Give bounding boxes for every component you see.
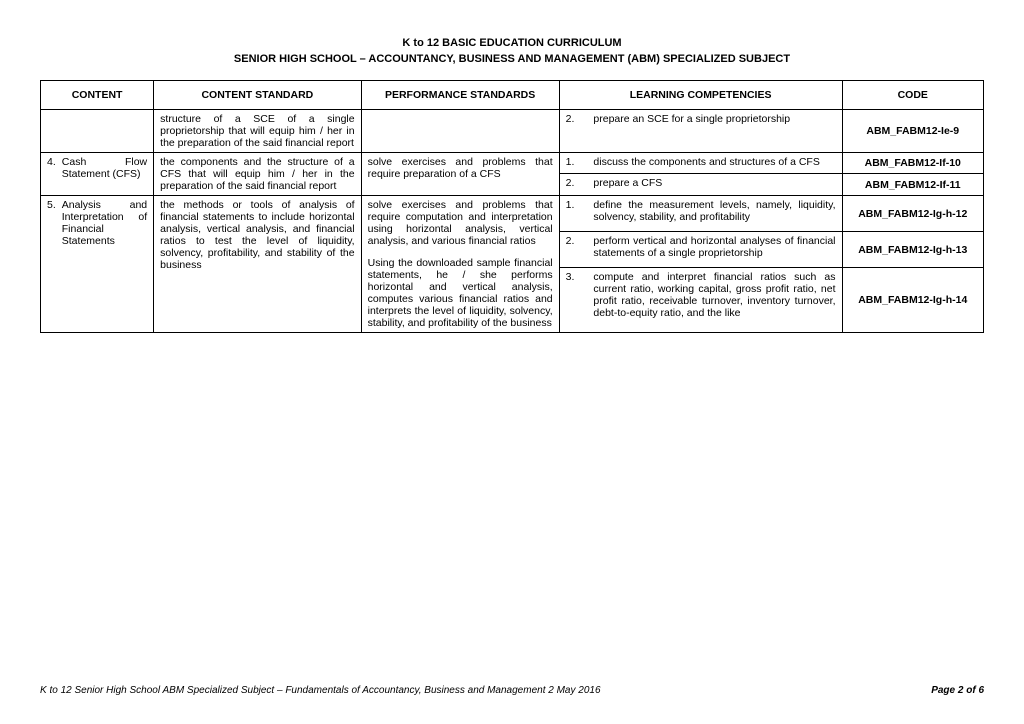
table-header-row: CONTENT CONTENT STANDARD PERFORMANCE STA…	[41, 80, 984, 109]
content-num: 5.	[47, 199, 56, 247]
cell-standard: structure of a SCE of a single proprieto…	[154, 109, 361, 152]
cell-lc-text: prepare an SCE for a single proprietorsh…	[587, 109, 842, 152]
cell-content: 5. Analysis and Interpretation of Financ…	[41, 195, 154, 332]
footer-right: Page 2 of 6	[931, 685, 984, 696]
cell-code: ABM_FABM12-If-11	[842, 174, 983, 196]
page-footer: K to 12 Senior High School ABM Specializ…	[40, 685, 984, 696]
table-row: structure of a SCE of a single proprieto…	[41, 109, 984, 152]
cell-standard: the components and the structure of a CF…	[154, 152, 361, 195]
content-text: Analysis and Interpretation of Financial…	[62, 199, 147, 247]
doc-header: K to 12 BASIC EDUCATION CURRICULUM SENIO…	[40, 36, 984, 68]
cell-lc-num: 2.	[559, 232, 587, 268]
perf-p1: solve exercises and problems that requir…	[368, 199, 553, 247]
cell-lc-num: 1.	[559, 152, 587, 174]
perf-p2: Using the downloaded sample financial st…	[368, 257, 553, 329]
cell-code: ABM_FABM12-Ig-h-13	[842, 232, 983, 268]
cell-code: ABM_FABM12-Ig-h-14	[842, 268, 983, 332]
col-standard: CONTENT STANDARD	[154, 80, 361, 109]
header-line-1: K to 12 BASIC EDUCATION CURRICULUM	[40, 36, 984, 52]
header-line-2: SENIOR HIGH SCHOOL – ACCOUNTANCY, BUSINE…	[40, 52, 984, 68]
table-row: 4. Cash Flow Statement (CFS) the compone…	[41, 152, 984, 174]
footer-left: K to 12 Senior High School ABM Specializ…	[40, 685, 601, 696]
col-performance: PERFORMANCE STANDARDS	[361, 80, 559, 109]
col-code: CODE	[842, 80, 983, 109]
cell-lc-num: 3.	[559, 268, 587, 332]
cell-lc-text: perform vertical and horizontal analyses…	[587, 232, 842, 268]
cell-lc-num: 1.	[559, 195, 587, 231]
cell-content: 4. Cash Flow Statement (CFS)	[41, 152, 154, 195]
cell-lc-num: 2.	[559, 109, 587, 152]
footer-page-mid: of	[963, 685, 978, 696]
cell-lc-text: prepare a CFS	[587, 174, 842, 196]
cell-code: ABM_FABM12-Ie-9	[842, 109, 983, 152]
cell-performance: solve exercises and problems that requir…	[361, 152, 559, 195]
curriculum-table: CONTENT CONTENT STANDARD PERFORMANCE STA…	[40, 80, 984, 333]
cell-performance: solve exercises and problems that requir…	[361, 195, 559, 332]
cell-performance	[361, 109, 559, 152]
cell-code: ABM_FABM12-Ig-h-12	[842, 195, 983, 231]
cell-lc-num: 2.	[559, 174, 587, 196]
cell-lc-text: define the measurement levels, namely, l…	[587, 195, 842, 231]
cell-code: ABM_FABM12-If-10	[842, 152, 983, 174]
footer-page-total: 6	[978, 685, 984, 696]
cell-lc-text: compute and interpret financial ratios s…	[587, 268, 842, 332]
cell-content	[41, 109, 154, 152]
content-text: Cash Flow Statement (CFS)	[62, 156, 147, 180]
table-row: 5. Analysis and Interpretation of Financ…	[41, 195, 984, 231]
footer-page-prefix: Page	[931, 685, 958, 696]
content-num: 4.	[47, 156, 56, 180]
col-content: CONTENT	[41, 80, 154, 109]
cell-lc-text: discuss the components and structures of…	[587, 152, 842, 174]
col-competencies: LEARNING COMPETENCIES	[559, 80, 842, 109]
cell-standard: the methods or tools of analysis of fina…	[154, 195, 361, 332]
